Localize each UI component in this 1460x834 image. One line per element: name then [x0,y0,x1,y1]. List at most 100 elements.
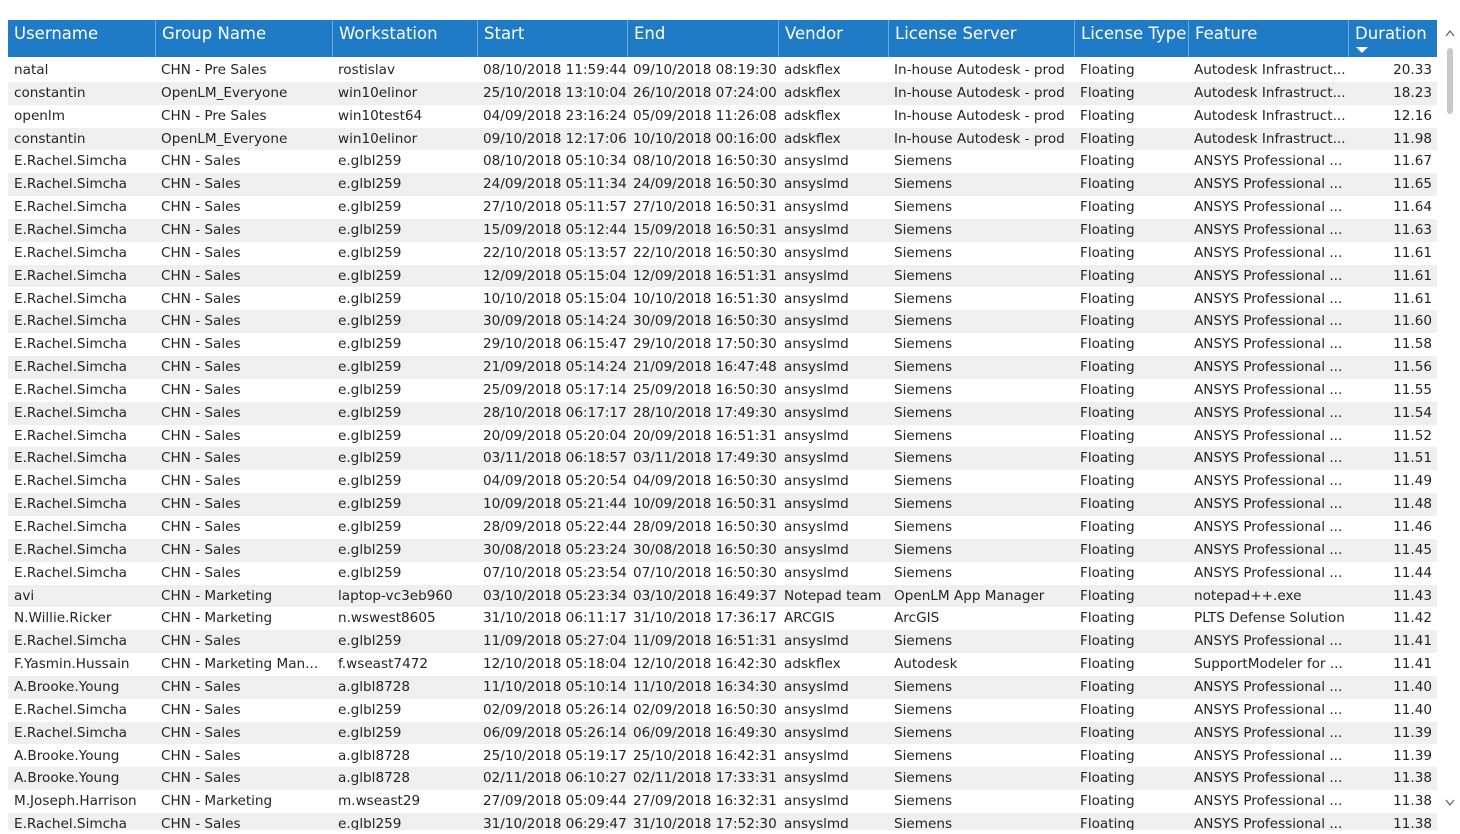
table-cell: 11.56 [1393,359,1432,376]
table-cell: 31/10/2018 17:52:30 [633,816,777,830]
table-cell: ansyslmd [784,747,849,764]
table-row: N.Willie.Ricker CHN - Marketing n.wswest86… [8,607,1437,630]
column-header[interactable]: License Server [888,20,1074,57]
table-cell: E.Rachel.Simcha [14,244,128,261]
table-row: E.Rachel.Simcha CHN - Sales e.glbl259 07/10… [8,562,1437,585]
table-cell: OpenLM_Everyone [161,84,288,101]
table-cell: CHN - Sales [161,564,241,581]
column-header[interactable]: Duration [1348,20,1437,57]
table-cell: CHN - Sales [161,267,241,284]
table-cell: Floating [1080,244,1135,261]
scrollbar[interactable] [1440,20,1460,834]
table-cell: 11.65 [1393,176,1432,193]
table-cell: ansyslmd [784,244,849,261]
column-header[interactable]: Workstation [332,20,477,57]
table-cell: laptop-vc3eb960 [338,587,453,604]
table-cell: Floating [1080,221,1135,238]
table-cell: E.Rachel.Simcha [14,724,128,741]
scroll-up[interactable] [1445,29,1455,37]
table-cell: 11.61 [1393,244,1432,261]
table-cell: 11.41 [1393,633,1432,650]
column-header[interactable]: Vendor [778,20,888,57]
column-header[interactable]: Group Name [155,20,332,57]
table-row: E.Rachel.Simcha CHN - Sales e.glbl259 22/10… [8,242,1437,265]
table-cell: ANSYS Professional ... [1194,678,1343,695]
table-cell: PLTS Defense Solution [1194,610,1345,627]
table-cell: 11.39 [1393,724,1432,741]
scroll-down[interactable] [1445,799,1455,807]
table-cell: E.Rachel.Simcha [14,564,128,581]
table-cell: ANSYS Professional ... [1194,336,1343,353]
table-cell: CHN - Pre Sales [161,62,267,78]
table-cell: 11.43 [1393,587,1432,604]
table-cell: adskflex [784,656,841,673]
table-cell: ansyslmd [784,701,849,718]
table-cell: Siemens [894,450,953,467]
table-cell: A.Brooke.Young [14,678,120,695]
table-cell: ansyslmd [784,793,849,810]
table-cell: CHN - Sales [161,336,241,353]
table-cell: 04/09/2018 05:20:54 [483,473,627,490]
table-cell: CHN - Sales [161,496,241,513]
table-row: constantin OpenLM_Everyone win10elinor 09/1… [8,127,1437,151]
table-cell: constantin [14,130,86,147]
table-cell: Floating [1080,564,1135,581]
table-cell: ansyslmd [784,519,849,535]
scroll-thumb[interactable] [1447,48,1453,114]
table-cell: ANSYS Professional ... [1194,816,1343,830]
table-cell: Siemens [894,267,953,284]
table-cell: A.Brooke.Young [14,770,120,787]
table-cell: ansyslmd [784,267,849,284]
table-cell: Floating [1080,153,1135,170]
table-cell: Autodesk [894,656,958,673]
table-cell: Siemens [894,244,953,261]
table-cell: 28/09/2018 16:50:30 [633,519,777,535]
table-cell: 11.44 [1393,564,1432,581]
table-cell: ansyslmd [784,176,849,193]
table-cell: 11.41 [1393,656,1432,673]
table-cell: 11.40 [1393,701,1432,718]
table-cell: 30/09/2018 16:50:30 [633,313,777,330]
column-header[interactable]: End [627,20,778,57]
table-cell: ArcGIS [894,610,940,627]
table-cell: 21/09/2018 16:47:48 [633,359,777,376]
table-cell: openlm [14,107,65,124]
table-row: E.Rachel.Simcha CHN - Sales e.glbl259 03/11… [8,447,1437,471]
table-cell: Autodesk Infrastruct... [1194,84,1346,101]
table-cell: ANSYS Professional ... [1194,633,1343,650]
table-cell: E.Rachel.Simcha [14,313,128,330]
table-cell: Floating [1080,450,1135,467]
table-cell: Floating [1080,107,1135,124]
table-cell: E.Rachel.Simcha [14,290,128,307]
table-cell: Floating [1080,290,1135,307]
table-cell: e.glbl259 [338,496,402,513]
column-header[interactable]: Feature [1188,20,1348,57]
table-cell: Siemens [894,496,953,513]
table-cell: 11.60 [1393,313,1432,330]
table-cell: 28/10/2018 06:17:17 [483,404,627,421]
table-cell: E.Rachel.Simcha [14,381,128,398]
table-cell: 02/11/2018 06:10:27 [483,770,627,787]
table-cell: ansyslmd [784,473,849,490]
table-cell: CHN - Sales [161,176,241,193]
table-row: E.Rachel.Simcha CHN - Sales e.glbl259 06/09… [8,721,1437,745]
table-cell: 29/10/2018 17:50:30 [633,336,777,353]
table-cell: E.Rachel.Simcha [14,199,128,216]
table-cell: 04/09/2018 16:50:30 [633,473,777,490]
table-cell: Autodesk Infrastruct... [1194,107,1346,124]
table-cell: 08/10/2018 16:50:30 [633,153,777,170]
table-cell: ANSYS Professional ... [1194,290,1343,307]
table-cell: 22/10/2018 16:50:30 [633,244,777,261]
table-cell: 11.38 [1393,793,1432,810]
table-cell: 11.49 [1393,473,1432,490]
table-cell: e.glbl259 [338,404,402,421]
column-header[interactable]: License Type [1074,20,1188,57]
table-cell: 10/10/2018 16:51:30 [633,290,777,307]
table-cell: OpenLM_Everyone [161,130,288,147]
table-cell: ANSYS Professional ... [1194,747,1343,764]
table-cell: Floating [1080,747,1135,764]
table-cell: e.glbl259 [338,427,402,444]
column-header[interactable]: Username [14,24,99,43]
column-header[interactable]: Start [477,20,627,57]
table-cell: 12/10/2018 16:42:30 [633,656,777,673]
